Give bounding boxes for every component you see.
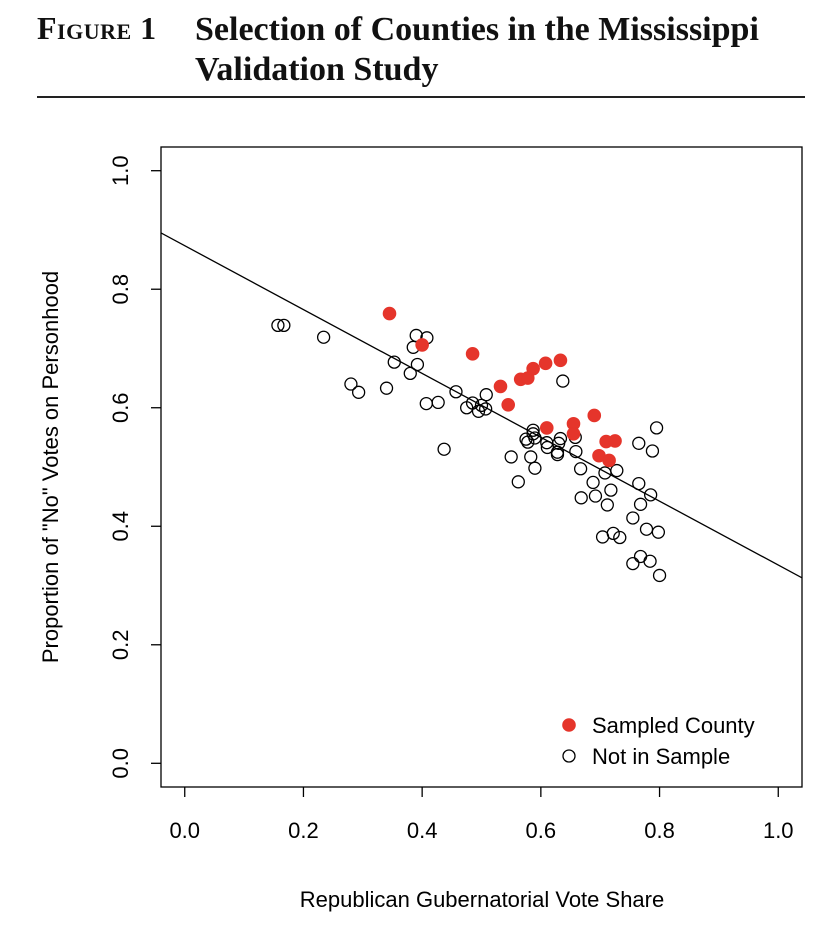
header-rule: [37, 96, 805, 98]
point-not-in-sample: [524, 450, 538, 464]
point-not-in-sample: [556, 374, 570, 388]
x-tick-label: 0.2: [288, 818, 319, 843]
point-not-in-sample: [410, 357, 425, 372]
point-not-in-sample: [626, 511, 640, 525]
point-not-in-sample: [588, 489, 603, 503]
point-not-in-sample: [632, 436, 646, 450]
point-sampled: [553, 353, 568, 368]
y-tick-label: 1.0: [108, 155, 133, 186]
point-not-in-sample: [598, 466, 612, 480]
point-not-in-sample: [528, 461, 542, 475]
point-not-in-sample: [574, 491, 588, 505]
point-not-in-sample: [409, 328, 423, 343]
point-not-in-sample: [316, 330, 331, 344]
point-not-in-sample: [528, 431, 542, 445]
plot-frame: [160, 146, 803, 788]
point-not-in-sample: [633, 497, 648, 511]
y-tick-label: 0.4: [108, 511, 133, 542]
y-tick-label: 0.0: [108, 748, 133, 779]
point-not-in-sample: [387, 355, 401, 369]
point-not-in-sample: [586, 475, 600, 490]
point-not-in-sample: [613, 530, 627, 545]
point-not-in-sample: [379, 381, 394, 395]
point-sampled: [501, 397, 516, 412]
point-sampled: [608, 434, 622, 448]
x-tick-label: 0.6: [526, 818, 557, 843]
point-not-in-sample: [626, 556, 640, 571]
point-not-in-sample: [479, 402, 493, 416]
y-tick-label: 0.2: [108, 629, 133, 660]
point-sampled: [493, 379, 508, 394]
x-axis: 0.0 0.2 0.4 0.6 0.8 1.0: [169, 787, 794, 843]
legend-label-sampled: Sampled County: [592, 713, 755, 738]
y-tick-label: 0.6: [108, 392, 133, 423]
point-sampled: [382, 306, 397, 321]
point-not-in-sample: [521, 435, 535, 449]
point-not-in-sample: [403, 366, 417, 381]
point-not-in-sample: [644, 488, 658, 502]
point-not-in-sample: [511, 475, 525, 489]
point-not-in-sample: [553, 431, 568, 446]
point-not-in-sample: [437, 442, 451, 456]
point-not-in-sample: [639, 522, 654, 536]
point-sampled: [539, 421, 554, 435]
x-tick-label: 0.4: [407, 818, 438, 843]
point-sampled: [465, 347, 480, 361]
point-not-in-sample: [573, 462, 588, 476]
point-not-in-sample: [649, 421, 664, 435]
point-not-in-sample: [606, 526, 620, 541]
point-not-in-sample: [651, 525, 666, 539]
legend: Sampled County Not in Sample: [562, 713, 755, 769]
x-tick-label: 0.8: [644, 818, 675, 843]
legend-label-not-in-sample: Not in Sample: [592, 744, 730, 769]
point-sampled: [415, 338, 429, 352]
point-not-in-sample: [633, 549, 648, 564]
point-not-in-sample: [600, 498, 614, 512]
point-not-in-sample: [431, 395, 445, 410]
y-axis-label: Proportion of "No" Votes on Personhood: [38, 271, 63, 663]
figure-label: Figure 1: [37, 10, 157, 46]
point-not-in-sample: [351, 385, 366, 399]
point-not-in-sample: [344, 377, 358, 391]
point-not-in-sample: [652, 568, 667, 583]
point-not-in-sample: [526, 423, 540, 437]
x-axis-label: Republican Gubernatorial Vote Share: [300, 887, 664, 912]
point-sampled: [526, 361, 540, 376]
point-not-in-sample: [419, 396, 433, 411]
point-sampled: [538, 356, 553, 371]
point-not-in-sample: [610, 463, 624, 478]
point-not-in-sample: [645, 444, 660, 458]
y-axis: 0.0 0.2 0.4 0.6 0.8 1.0: [108, 155, 161, 779]
point-not-in-sample: [632, 476, 646, 491]
point-not-in-sample: [449, 385, 463, 399]
point-not-in-sample: [504, 450, 518, 464]
points-layer: [271, 306, 667, 583]
point-not-in-sample: [643, 554, 657, 568]
x-tick-label: 0.0: [169, 818, 200, 843]
legend-marker-not-in-sample: [562, 749, 576, 763]
point-sampled: [587, 408, 602, 423]
point-not-in-sample: [604, 483, 618, 497]
point-not-in-sample: [479, 388, 493, 402]
legend-marker-sampled: [562, 718, 576, 732]
x-tick-label: 1.0: [763, 818, 794, 843]
point-not-in-sample: [569, 444, 583, 459]
point-not-in-sample: [471, 404, 486, 418]
y-tick-label: 0.8: [108, 274, 133, 305]
figure-title: Selection of Counties in the Mississippi…: [195, 11, 759, 88]
point-not-in-sample: [277, 318, 291, 333]
point-sampled: [566, 427, 581, 441]
point-not-in-sample: [271, 318, 285, 333]
point-not-in-sample: [474, 398, 489, 413]
point-sampled: [602, 453, 616, 468]
